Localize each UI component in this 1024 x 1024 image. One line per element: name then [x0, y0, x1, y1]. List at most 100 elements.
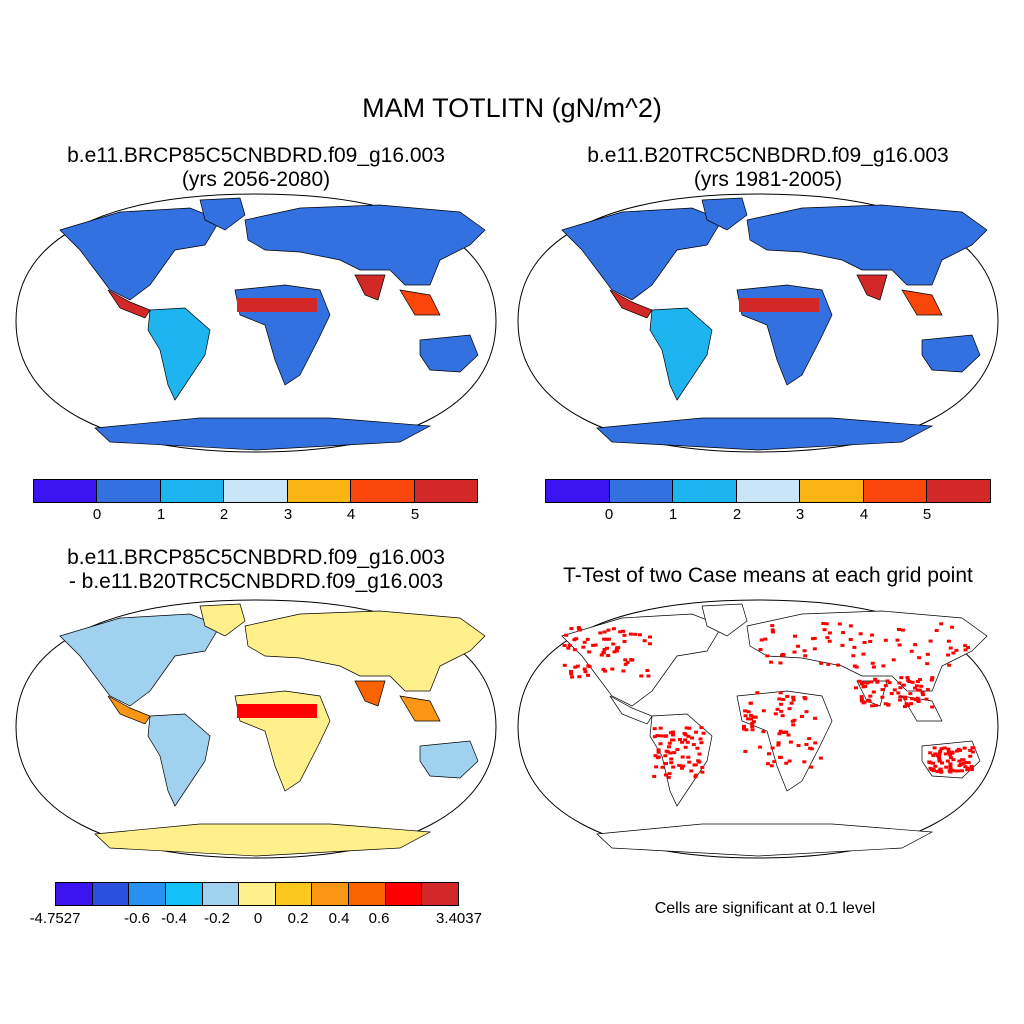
- significant-cell: [750, 728, 755, 732]
- colorbar-historical-tick-label: 2: [732, 506, 742, 523]
- significant-cell: [616, 646, 621, 650]
- significant-cell: [759, 638, 764, 642]
- significant-cell: [920, 693, 925, 697]
- colorbar-historical-tick-label: 4: [859, 506, 869, 523]
- significant-cell: [803, 697, 808, 701]
- significant-cell: [946, 747, 951, 751]
- significant-cell: [784, 730, 789, 734]
- significant-cell: [569, 627, 574, 631]
- significant-cell: [751, 715, 756, 719]
- significant-cell: [943, 752, 948, 756]
- significant-cell: [886, 703, 891, 707]
- significant-cell: [951, 758, 956, 762]
- significant-cell: [639, 674, 644, 678]
- significant-cell: [743, 749, 748, 753]
- significant-cell: [761, 730, 766, 734]
- significant-cell: [686, 755, 691, 759]
- significant-cell: [755, 691, 760, 695]
- significant-cell: [950, 768, 955, 772]
- significant-cell: [753, 715, 758, 719]
- significant-cell: [909, 649, 914, 653]
- significant-cell: [950, 625, 955, 629]
- significant-cell: [887, 681, 892, 685]
- significant-cell: [758, 648, 763, 652]
- significant-cell: [935, 770, 940, 774]
- significant-cell: [602, 637, 607, 641]
- significant-cell: [787, 707, 792, 711]
- significant-cell: [824, 622, 829, 626]
- map-historical-land-greenland: [701, 197, 748, 231]
- colorbar-future-tick-label: 4: [346, 506, 356, 523]
- significant-cell: [919, 684, 924, 688]
- significant-cell: [598, 631, 603, 635]
- significant-cell: [784, 761, 789, 765]
- significant-cell: [765, 762, 770, 766]
- significant-cell: [971, 746, 976, 750]
- significant-cell: [582, 640, 587, 644]
- significant-cell: [611, 627, 616, 631]
- significant-cell: [791, 695, 796, 699]
- significant-cell: [658, 726, 663, 730]
- significant-cell: [629, 658, 634, 662]
- significant-cell: [925, 662, 930, 666]
- significant-cell: [665, 750, 670, 754]
- colorbar-difference-tick-label: -0.2: [204, 910, 230, 927]
- significant-cell: [789, 701, 794, 705]
- panel-title-difference-line1: b.e11.BRCP85C5CNBDRD.f09_g16.003: [67, 546, 445, 569]
- significant-cell: [572, 648, 577, 652]
- significant-cell: [957, 759, 962, 763]
- significant-cell: [799, 714, 804, 718]
- significant-cell: [883, 702, 888, 706]
- significant-cell: [948, 756, 953, 760]
- significant-cell: [870, 661, 875, 665]
- significant-cell: [694, 773, 699, 777]
- significant-cell: [683, 738, 688, 742]
- significant-cell: [743, 709, 748, 713]
- colorbar-future-tick-label: 1: [156, 506, 166, 523]
- significant-cell: [796, 644, 801, 648]
- colorbar-historical-swatch: [673, 480, 737, 502]
- map-difference-land-na: [59, 613, 221, 707]
- significant-cell: [934, 629, 939, 633]
- significant-cell: [778, 661, 783, 665]
- map-future-land-sa: [147, 307, 211, 401]
- significant-cell: [865, 681, 870, 685]
- significant-cell: [939, 770, 944, 774]
- significant-cell: [803, 654, 808, 658]
- significant-cell: [689, 769, 694, 773]
- significant-cell: [966, 761, 971, 765]
- significant-cell: [960, 758, 965, 762]
- significant-cell: [802, 760, 807, 764]
- significant-cell: [968, 748, 973, 752]
- significant-cell: [770, 630, 775, 634]
- significant-cell: [582, 667, 587, 671]
- significant-cell: [907, 680, 912, 684]
- colorbar-difference-swatch: [165, 883, 203, 905]
- significant-cell: [758, 745, 763, 749]
- significant-cell: [591, 643, 596, 647]
- significant-cell: [768, 660, 773, 664]
- significant-cell: [585, 637, 590, 641]
- significant-cell: [928, 751, 933, 755]
- significant-cell: [821, 621, 826, 625]
- colorbar-historical: [545, 479, 991, 503]
- significant-cell: [603, 669, 608, 673]
- panel-title-future-case: b.e11.BRCP85C5CNBDRD.f09_g16.003: [67, 144, 445, 167]
- significant-cell: [667, 745, 672, 749]
- significant-cell: [968, 754, 973, 758]
- significant-cell: [913, 643, 918, 647]
- map-future-land-greenland: [199, 197, 246, 231]
- significant-cell: [586, 664, 591, 668]
- map-difference-land-ant: [94, 823, 432, 857]
- significant-cell: [898, 686, 903, 690]
- significant-cell: [686, 734, 691, 738]
- map-difference-land-aus: [419, 740, 479, 779]
- significant-cell: [885, 679, 890, 683]
- significant-cell: [939, 622, 944, 626]
- significant-cell: [898, 698, 903, 702]
- significant-cell: [906, 703, 911, 707]
- significant-cell: [825, 636, 830, 640]
- significant-cell: [807, 737, 812, 741]
- map-difference-land-eurasia: [244, 610, 486, 692]
- significant-cell: [777, 697, 782, 701]
